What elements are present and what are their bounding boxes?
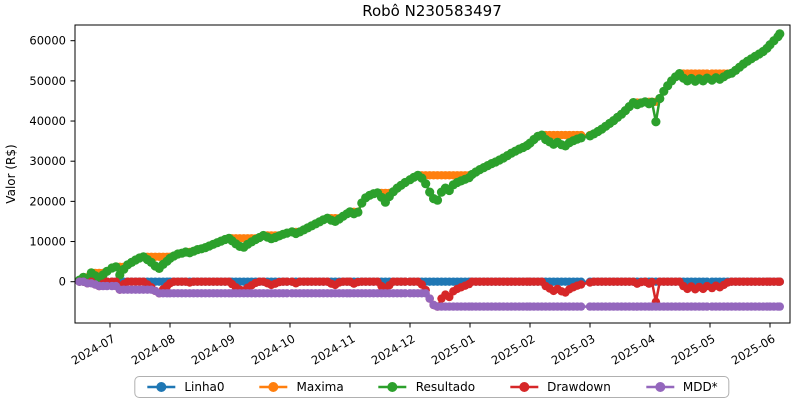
y-tick-label: 10000 bbox=[29, 235, 66, 249]
axes-spines bbox=[74, 24, 791, 324]
x-tick-label: 2025-05 bbox=[669, 331, 718, 367]
x-tick-label: 2024-12 bbox=[369, 331, 418, 367]
y-axis-label: Valor (R$) bbox=[4, 144, 18, 203]
x-tick-label: 2024-09 bbox=[189, 331, 238, 367]
y-tick-label: 50000 bbox=[29, 74, 66, 88]
y-tick-label: 60000 bbox=[29, 34, 66, 48]
x-tick-label: 2025-02 bbox=[489, 331, 538, 367]
x-tick-label: 2025-01 bbox=[429, 331, 478, 367]
legend-line-marker-icon bbox=[259, 382, 288, 392]
series-drawdown bbox=[75, 277, 784, 311]
legend-item-drawdown: Drawdown bbox=[509, 380, 611, 394]
legend-label: Linha0 bbox=[184, 380, 225, 394]
series-layer bbox=[74, 29, 785, 311]
legend-label: Resultado bbox=[415, 380, 476, 394]
chart-title: Robô N230583497 bbox=[362, 2, 502, 20]
y-tick-label: 20000 bbox=[29, 194, 66, 208]
legend-line-marker-icon bbox=[378, 382, 407, 392]
legend-line-marker-icon bbox=[645, 382, 674, 392]
legend-label: MDD* bbox=[682, 380, 718, 394]
y-tick-label: 30000 bbox=[29, 154, 66, 168]
series-resultado bbox=[74, 29, 785, 285]
x-tick-label: 2024-11 bbox=[309, 331, 358, 367]
y-tick-label: 40000 bbox=[29, 114, 66, 128]
legend-item-resultado: Resultado bbox=[378, 380, 475, 394]
legend-item-maxima: Maxima bbox=[259, 380, 344, 394]
legend-item-mdd: MDD* bbox=[645, 380, 718, 394]
legend: Linha0 Maxima Resultado Drawdown MDD* bbox=[134, 376, 730, 398]
legend-label: Drawdown bbox=[547, 380, 611, 394]
x-tick-label: 2025-04 bbox=[609, 331, 658, 367]
x-tick-label: 2024-08 bbox=[129, 331, 178, 367]
series-mdd bbox=[75, 277, 784, 311]
x-tick-label: 2025-06 bbox=[729, 331, 778, 367]
x-tick-label: 2024-10 bbox=[249, 331, 298, 367]
x-tick-label: 2024-07 bbox=[69, 331, 118, 367]
x-tick-label: 2025-03 bbox=[549, 331, 598, 367]
y-tick-label: 0 bbox=[59, 275, 66, 289]
legend-label: Maxima bbox=[296, 380, 344, 394]
legend-line-marker-icon bbox=[510, 382, 539, 392]
legend-item-linha0: Linha0 bbox=[146, 380, 225, 394]
legend-line-marker-icon bbox=[147, 382, 176, 392]
